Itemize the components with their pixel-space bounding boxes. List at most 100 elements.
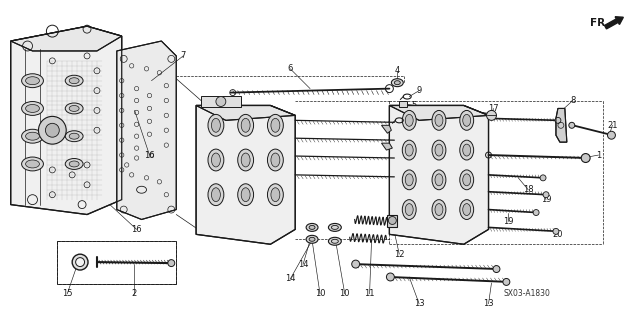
Ellipse shape xyxy=(328,223,341,231)
Text: 1: 1 xyxy=(596,150,601,160)
Ellipse shape xyxy=(460,140,474,160)
Ellipse shape xyxy=(237,149,253,171)
Ellipse shape xyxy=(211,188,220,202)
Ellipse shape xyxy=(208,114,224,136)
Text: 9: 9 xyxy=(417,86,422,95)
Ellipse shape xyxy=(405,204,413,215)
Circle shape xyxy=(493,266,500,273)
Ellipse shape xyxy=(72,254,88,270)
Ellipse shape xyxy=(435,144,443,156)
Text: 20: 20 xyxy=(553,230,563,239)
Ellipse shape xyxy=(211,153,220,167)
Circle shape xyxy=(533,210,539,215)
Ellipse shape xyxy=(69,106,79,111)
Text: 16: 16 xyxy=(131,225,142,234)
Text: 10: 10 xyxy=(315,289,325,298)
Polygon shape xyxy=(11,26,122,51)
Text: 4: 4 xyxy=(395,66,400,75)
Ellipse shape xyxy=(26,77,40,85)
Text: 2: 2 xyxy=(131,289,136,298)
Ellipse shape xyxy=(306,235,318,243)
Text: FR.: FR. xyxy=(589,18,609,28)
Bar xyxy=(399,100,407,108)
Circle shape xyxy=(543,192,549,198)
Circle shape xyxy=(352,260,360,268)
Text: 21: 21 xyxy=(607,121,618,130)
Text: 3: 3 xyxy=(412,140,417,150)
Ellipse shape xyxy=(22,101,44,116)
Polygon shape xyxy=(11,26,122,214)
Text: 5: 5 xyxy=(412,101,417,110)
Text: 14: 14 xyxy=(285,275,296,284)
Circle shape xyxy=(486,110,497,120)
Ellipse shape xyxy=(69,133,79,139)
Ellipse shape xyxy=(268,114,284,136)
Ellipse shape xyxy=(271,153,280,167)
Bar xyxy=(201,96,241,108)
Ellipse shape xyxy=(76,258,84,267)
Ellipse shape xyxy=(392,79,403,87)
Ellipse shape xyxy=(460,170,474,190)
Ellipse shape xyxy=(432,200,446,220)
Text: 18: 18 xyxy=(523,185,534,194)
Circle shape xyxy=(503,278,510,285)
Circle shape xyxy=(555,117,561,123)
Ellipse shape xyxy=(463,144,470,156)
FancyArrow shape xyxy=(605,17,623,29)
Ellipse shape xyxy=(22,74,44,88)
Ellipse shape xyxy=(237,114,253,136)
Ellipse shape xyxy=(405,144,413,156)
Text: 8: 8 xyxy=(570,96,575,105)
Text: 16: 16 xyxy=(144,150,155,160)
Ellipse shape xyxy=(403,200,416,220)
Circle shape xyxy=(553,228,559,234)
Ellipse shape xyxy=(241,118,250,132)
Circle shape xyxy=(216,97,226,107)
Ellipse shape xyxy=(403,110,416,130)
Circle shape xyxy=(581,154,590,163)
Circle shape xyxy=(388,217,396,224)
Text: 14: 14 xyxy=(298,260,308,268)
Ellipse shape xyxy=(432,170,446,190)
Ellipse shape xyxy=(208,184,224,206)
Ellipse shape xyxy=(460,110,474,130)
Text: 3: 3 xyxy=(412,124,417,133)
Ellipse shape xyxy=(463,174,470,186)
Ellipse shape xyxy=(65,158,83,169)
Polygon shape xyxy=(381,125,392,133)
Bar xyxy=(387,214,397,228)
Circle shape xyxy=(45,123,60,137)
Circle shape xyxy=(38,116,66,144)
Ellipse shape xyxy=(394,81,400,85)
Text: 11: 11 xyxy=(364,289,375,298)
Ellipse shape xyxy=(435,204,443,215)
Ellipse shape xyxy=(211,118,220,132)
Polygon shape xyxy=(381,143,392,150)
Ellipse shape xyxy=(65,131,83,142)
Polygon shape xyxy=(116,41,176,220)
Ellipse shape xyxy=(435,174,443,186)
Text: 6: 6 xyxy=(287,64,293,73)
Ellipse shape xyxy=(432,110,446,130)
Ellipse shape xyxy=(405,174,413,186)
Text: 7: 7 xyxy=(180,52,186,60)
Polygon shape xyxy=(196,106,295,244)
Text: 10: 10 xyxy=(340,289,350,298)
Ellipse shape xyxy=(208,149,224,171)
Ellipse shape xyxy=(268,149,284,171)
Ellipse shape xyxy=(460,200,474,220)
Text: 19: 19 xyxy=(541,195,551,204)
Ellipse shape xyxy=(65,103,83,114)
Ellipse shape xyxy=(69,161,79,167)
Ellipse shape xyxy=(22,129,44,143)
Ellipse shape xyxy=(26,160,40,168)
Text: 17: 17 xyxy=(488,104,499,113)
Text: SX03-A1830: SX03-A1830 xyxy=(504,289,550,298)
Circle shape xyxy=(607,131,616,139)
Ellipse shape xyxy=(241,188,250,202)
Ellipse shape xyxy=(241,153,250,167)
Text: 15: 15 xyxy=(62,289,72,298)
Ellipse shape xyxy=(268,184,284,206)
Circle shape xyxy=(387,273,394,281)
Ellipse shape xyxy=(237,184,253,206)
